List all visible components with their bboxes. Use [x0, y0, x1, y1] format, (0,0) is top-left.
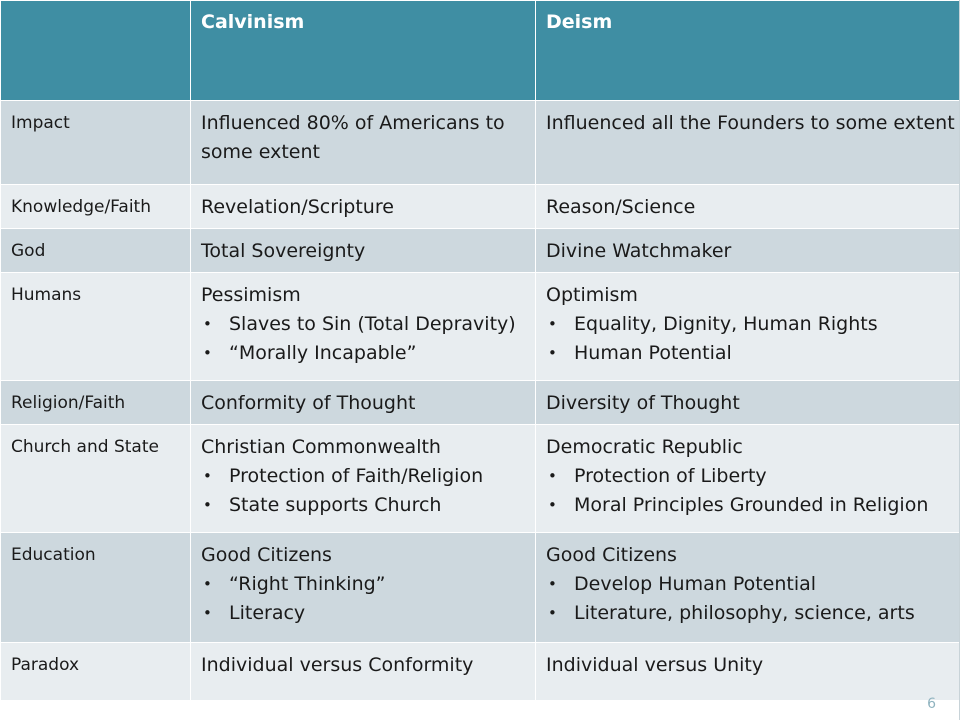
deism-text: Divine Watchmaker [546, 240, 732, 262]
bullet-text: Literature, philosophy, science, arts [574, 602, 915, 624]
deism-text: Individual versus Unity [546, 654, 764, 676]
bullet-icon: • [203, 344, 212, 362]
header-calvinism: Calvinism [190, 0, 536, 101]
bullet-icon: • [203, 604, 212, 622]
calvinism-bullet-list: • Protection of Faith/Religion • State supp… [201, 462, 535, 520]
table-row: Religion/Faith Conformity of Thought Diver… [0, 380, 960, 425]
deism-bullet-list: • Protection of Liberty • Moral Principles … [546, 462, 960, 520]
deism-bullet-list: • Develop Human Potential • Literature, phi… [546, 570, 960, 628]
deism-cell: Divine Watchmaker [535, 228, 960, 273]
calvinism-text: Revelation/Scripture [201, 196, 394, 218]
comparison-table: Calvinism Deism Impact Influenced 80% of … [0, 0, 960, 701]
calvinism-text: Influenced 80% of Americans to some exte… [201, 112, 505, 163]
bullet-text: Slaves to Sin (Total Depravity) [229, 313, 516, 335]
table-row: Humans Pessimism • Slaves to Sin (Total Dep… [0, 272, 960, 381]
deism-cell: Diversity of Thought [535, 380, 960, 425]
bullet-icon: • [548, 344, 557, 362]
calvinism-cell: Pessimism • Slaves to Sin (Total Depravity… [190, 272, 536, 381]
calvinism-cell: Individual versus Conformity [190, 642, 536, 701]
bullet-icon: • [203, 496, 212, 514]
bullet-icon: • [548, 315, 557, 333]
bullet-text: State supports Church [229, 494, 442, 516]
calvinism-cell: Christian Commonwealth • Protection of Fai… [190, 424, 536, 533]
row-label: Knowledge/Faith [0, 184, 191, 229]
bullet-text: Protection of Liberty [574, 465, 767, 487]
bullet-text: Develop Human Potential [574, 573, 817, 595]
deism-text: Democratic Republic [546, 436, 743, 458]
calvinism-text: Total Sovereignty [201, 240, 366, 262]
deism-text: Good Citizens [546, 544, 677, 566]
deism-cell: Good Citizens • Develop Human Potential • Li… [535, 532, 960, 643]
calvinism-text: Individual versus Conformity [201, 654, 474, 676]
row-label: God [0, 228, 191, 273]
calvinism-bullet-list: • “Right Thinking” • Literacy [201, 570, 535, 628]
deism-cell: Influenced all the Founders to some exte… [535, 100, 960, 185]
calvinism-text: Conformity of Thought [201, 392, 416, 414]
row-label: Humans [0, 272, 191, 381]
bullet-icon: • [203, 315, 212, 333]
page-number: 6 [927, 696, 936, 712]
bullet-icon: • [548, 467, 557, 485]
list-item: • Develop Human Potential [546, 570, 960, 599]
deism-text: Influenced all the Founders to some exte… [546, 112, 955, 134]
calvinism-text: Pessimism [201, 284, 301, 306]
deism-text: Optimism [546, 284, 638, 306]
bullet-icon: • [548, 604, 557, 622]
bullet-text: “Morally Incapable” [229, 342, 417, 364]
deism-cell: Democratic Republic • Protection of Libert… [535, 424, 960, 533]
deism-cell: Individual versus Unity [535, 642, 960, 701]
table-row: Education Good Citizens • “Right Thinking” •… [0, 532, 960, 643]
header-row: Calvinism Deism [0, 0, 960, 101]
list-item: • Literature, philosophy, science, arts [546, 599, 960, 628]
calvinism-text: Good Citizens [201, 544, 332, 566]
list-item: • Protection of Faith/Religion [201, 462, 535, 491]
deism-cell: Optimism • Equality, Dignity, Human Rights… [535, 272, 960, 381]
row-label: Church and State [0, 424, 191, 533]
table-row: God Total Sovereignty Divine Watchmaker [0, 228, 960, 273]
list-item: • Literacy [201, 599, 535, 628]
list-item: • State supports Church [201, 491, 535, 520]
bullet-icon: • [203, 575, 212, 593]
table-row: Impact Influenced 80% of Americans to som… [0, 100, 960, 185]
calvinism-cell: Conformity of Thought [190, 380, 536, 425]
table-row: Paradox Individual versus Conformity Indiv… [0, 642, 960, 701]
bullet-text: Human Potential [574, 342, 732, 364]
bullet-icon: • [548, 575, 557, 593]
table-body: Impact Influenced 80% of Americans to som… [0, 100, 960, 701]
deism-cell: Reason/Science [535, 184, 960, 229]
header-deism: Deism [535, 0, 960, 101]
list-item: • “Morally Incapable” [201, 339, 535, 368]
bullet-text: “Right Thinking” [229, 573, 386, 595]
row-label: Religion/Faith [0, 380, 191, 425]
table-row: Church and State Christian Commonwealth • P… [0, 424, 960, 533]
bullet-text: Equality, Dignity, Human Rights [574, 313, 878, 335]
row-label: Education [0, 532, 191, 643]
bullet-text: Protection of Faith/Religion [229, 465, 484, 487]
header-blank-cell [0, 0, 191, 101]
calvinism-text: Christian Commonwealth [201, 436, 441, 458]
bullet-icon: • [548, 496, 557, 514]
list-item: • Protection of Liberty [546, 462, 960, 491]
calvinism-cell: Total Sovereignty [190, 228, 536, 273]
calvinism-bullet-list: • Slaves to Sin (Total Depravity) • “Morall… [201, 310, 535, 368]
list-item: • Moral Principles Grounded in Religion [546, 491, 960, 520]
row-label: Paradox [0, 642, 191, 701]
list-item: • Equality, Dignity, Human Rights [546, 310, 960, 339]
bullet-text: Moral Principles Grounded in Religion [574, 494, 929, 516]
calvinism-cell: Influenced 80% of Americans to some exte… [190, 100, 536, 185]
bullet-icon: • [203, 467, 212, 485]
row-label: Impact [0, 100, 191, 185]
deism-bullet-list: • Equality, Dignity, Human Rights • Human P… [546, 310, 960, 368]
deism-text: Reason/Science [546, 196, 696, 218]
deism-text: Diversity of Thought [546, 392, 740, 414]
bullet-text: Literacy [229, 602, 306, 624]
list-item: • “Right Thinking” [201, 570, 535, 599]
list-item: • Human Potential [546, 339, 960, 368]
table-row: Knowledge/Faith Revelation/Scripture Reaso… [0, 184, 960, 229]
calvinism-cell: Revelation/Scripture [190, 184, 536, 229]
calvinism-cell: Good Citizens • “Right Thinking” • Literacy [190, 532, 536, 643]
list-item: • Slaves to Sin (Total Depravity) [201, 310, 535, 339]
